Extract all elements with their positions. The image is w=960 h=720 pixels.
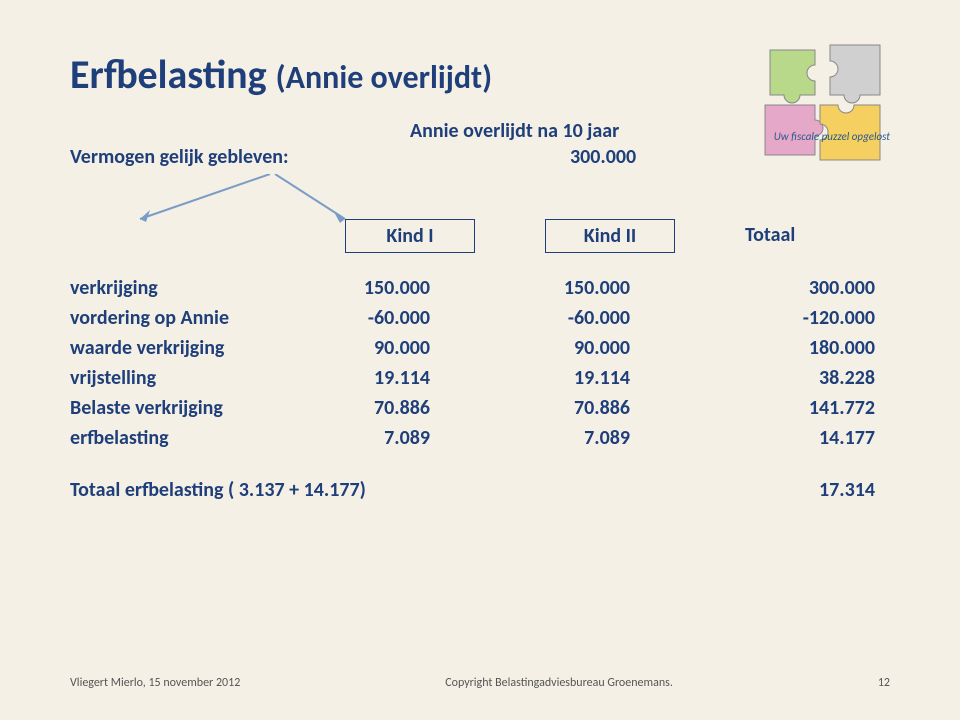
intro-line1: Annie overlijdt na 10 jaar [410, 119, 619, 143]
table-row: verkrijging 150.000 150.000 300.000 [70, 273, 890, 303]
table-row: erfbelasting 7.089 7.089 14.177 [70, 423, 890, 453]
total-value: 17.314 [745, 478, 875, 502]
total-label: Totaal erfbelasting ( 3.137 + 14.177) [70, 478, 745, 502]
puzzle-logo [760, 40, 900, 170]
col-kind2: Kind II [545, 219, 675, 253]
title-sub: (Annie overlijdt) [276, 58, 492, 97]
table-row: waarde verkrijging 90.000 90.000 180.000 [70, 333, 890, 363]
data-rows: verkrijging 150.000 150.000 300.000 vord… [70, 273, 890, 453]
total-line: Totaal erfbelasting ( 3.137 + 14.177) 17… [70, 478, 890, 502]
col-kind1: Kind I [345, 219, 475, 253]
tagline: Uw fiscale puzzel opgelost [774, 130, 890, 143]
intro-line2-val: 300.000 [570, 145, 636, 169]
intro-empty [70, 119, 410, 143]
footer-center: Copyright Belastingadviesbureau Groenema… [445, 676, 673, 690]
table-row: vrijstelling 19.114 19.114 38.228 [70, 363, 890, 393]
intro-line2-label: Vermogen gelijk gebleven: [70, 145, 410, 169]
footer-left: Vliegert Mierlo, 15 november 2012 [70, 676, 240, 690]
distribution-arrows [130, 174, 410, 224]
table-row: vordering op Annie -60.000 -60.000 -120.… [70, 303, 890, 333]
footer-right: 12 [878, 676, 890, 690]
footer: Vliegert Mierlo, 15 november 2012 Copyri… [70, 676, 890, 690]
table-row: Belaste verkrijging 70.886 70.886 141.77… [70, 393, 890, 423]
col-total: Totaal [745, 219, 865, 253]
title-main: Erfbelasting [70, 50, 267, 99]
